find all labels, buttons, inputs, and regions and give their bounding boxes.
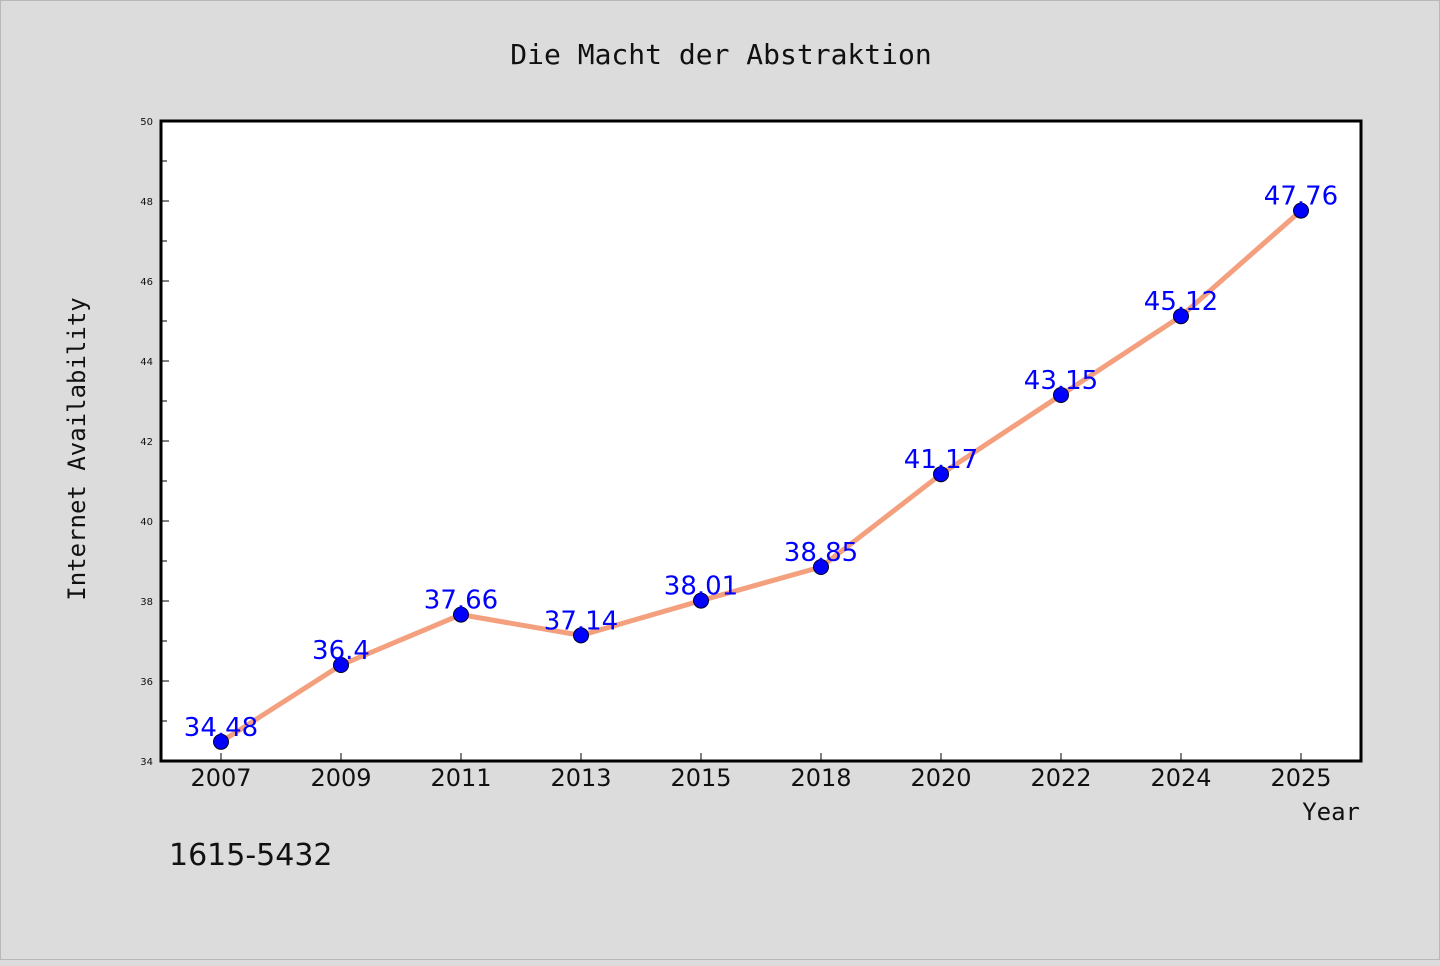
data-label: 38.01 xyxy=(664,572,738,602)
data-point xyxy=(693,592,709,609)
x-tick-label: 2020 xyxy=(910,764,971,792)
data-point xyxy=(1293,202,1309,219)
data-label: 41.17 xyxy=(904,445,978,475)
y-tick-label: 50 xyxy=(140,117,153,128)
x-tick-label: 2009 xyxy=(310,764,371,792)
y-tick-label: 36 xyxy=(140,677,153,688)
data-point xyxy=(1173,308,1189,325)
y-tick-label: 40 xyxy=(140,517,153,528)
series-layer xyxy=(213,202,1309,750)
series-line xyxy=(218,208,1304,745)
data-label: 47.76 xyxy=(1264,182,1338,212)
data-point xyxy=(453,606,469,623)
data-label: 45.12 xyxy=(1144,287,1218,317)
data-point xyxy=(933,466,949,483)
x-tick-label: 2024 xyxy=(1150,764,1211,792)
y-tick-label: 38 xyxy=(140,597,153,608)
x-tick-label: 2007 xyxy=(190,764,251,792)
y-tick-label: 42 xyxy=(140,437,153,448)
data-label: 43.15 xyxy=(1024,366,1098,396)
data-point xyxy=(213,733,229,750)
x-axis-title: Year xyxy=(1302,798,1360,826)
chart-title: Die Macht der Abstraktion xyxy=(510,38,931,71)
y-tick-label: 46 xyxy=(140,277,153,288)
x-tick-label: 2013 xyxy=(550,764,611,792)
data-point xyxy=(1053,387,1069,403)
data-labels: 34.48 36.4 37.66 37.14 38.01 38.85 41.17 43.15 4… xyxy=(184,182,1338,743)
chart-annotation: 1615-5432 xyxy=(169,838,333,873)
data-label: 37.14 xyxy=(544,606,618,636)
x-tick-label: 2018 xyxy=(790,764,851,792)
data-label: 34.48 xyxy=(184,713,258,743)
data-label: 37.66 xyxy=(424,586,498,616)
data-point xyxy=(333,657,349,673)
y-tick-label: 48 xyxy=(140,197,153,208)
x-tick-label: 2025 xyxy=(1270,764,1331,792)
x-tick-label: 2022 xyxy=(1030,764,1091,792)
x-axis: 2007 2009 2011 2013 2015 2018 2020 2022 2024 2025 xyxy=(190,753,1332,792)
x-tick-label: 2011 xyxy=(430,764,491,792)
y-axis-title: Internet Availability xyxy=(63,297,91,600)
y-tick-label: 44 xyxy=(140,357,153,368)
y-axis: 34 36 38 40 42 44 46 48 50 xyxy=(140,117,169,768)
data-label: 38.85 xyxy=(784,538,858,568)
data-point xyxy=(813,559,829,575)
y-tick-label: 34 xyxy=(140,757,153,768)
x-tick-label: 2015 xyxy=(670,764,731,792)
data-point xyxy=(573,627,589,644)
data-label: 36.4 xyxy=(312,636,370,666)
